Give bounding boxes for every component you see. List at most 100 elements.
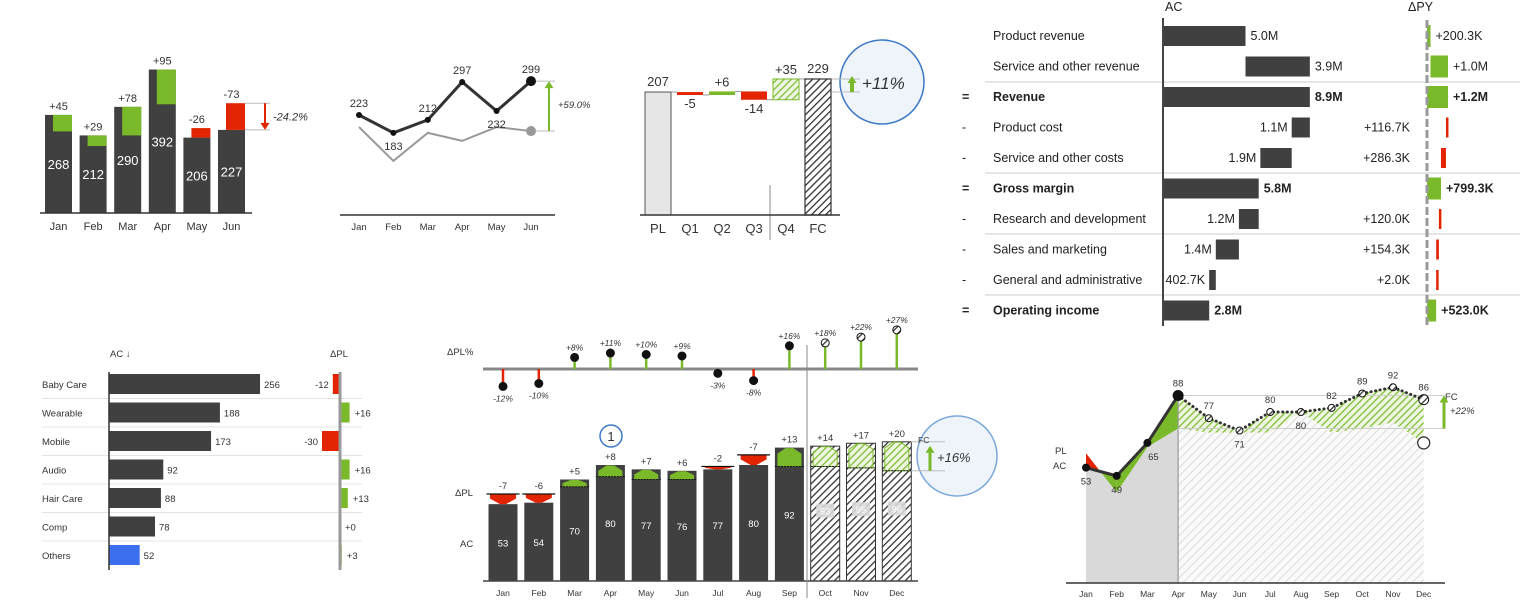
- ac-value-label: 2.8M: [1214, 304, 1242, 318]
- actual-point: [526, 76, 536, 87]
- actual-point: [1082, 463, 1090, 472]
- point-value-label: 65: [1148, 452, 1159, 463]
- month-label: Jun: [675, 588, 689, 598]
- bar-actual: [109, 516, 156, 537]
- bar-value-label: 229: [807, 61, 829, 76]
- delta-label: +3: [347, 551, 358, 562]
- waterfall-chart: 207 -5 +6 -14 +35 229 PL Q1 Q2 Q3 Q4 FC +11%: [640, 39, 925, 240]
- dpy-bar-positive: [1427, 299, 1437, 322]
- bar-value-label: 207: [647, 74, 669, 89]
- pin-label: -8%: [746, 388, 762, 398]
- dpy-bar-positive: [1427, 177, 1441, 200]
- point-value-label: 297: [453, 65, 471, 77]
- bar-value-label: 76: [677, 522, 688, 533]
- delta-bar-negative: [677, 92, 703, 96]
- actual-point: [424, 116, 431, 123]
- month-label: Feb: [1109, 589, 1124, 599]
- variance-annotation: +59.0%: [558, 100, 591, 111]
- pin-label: +18%: [814, 328, 836, 338]
- point-value-label: 80: [1296, 421, 1307, 432]
- pin-label: +9%: [673, 341, 691, 351]
- delta-shape-negative: [740, 454, 767, 465]
- delta-label: +7: [641, 456, 652, 467]
- ac-value-label: 1.2M: [1207, 212, 1235, 226]
- point-value-label: 223: [350, 98, 368, 110]
- ac-bar: [1163, 178, 1259, 199]
- delta-bar-positive: [53, 114, 72, 132]
- month-label: Jul: [712, 588, 723, 598]
- month-label: Mar: [567, 588, 582, 598]
- bar-value-label: 92: [784, 510, 795, 521]
- forecast-point: [1266, 408, 1275, 417]
- bar-actual: [109, 431, 212, 451]
- bar-actual: [183, 137, 211, 213]
- dpy-value-label: +286.3K: [1363, 151, 1411, 165]
- bar-value-label: 227: [221, 164, 243, 179]
- category-label: Comp: [42, 523, 67, 534]
- bar-value-label: 392: [151, 134, 173, 149]
- variance-area: [1178, 395, 1209, 433]
- delta-shape-positive: [634, 469, 659, 480]
- delta-label: +6: [715, 74, 730, 89]
- month-label: Jan: [1079, 589, 1093, 599]
- pin-head: [641, 350, 651, 359]
- pin-head: [856, 332, 866, 342]
- category-label: Q3: [745, 221, 762, 236]
- month-label: Aug: [746, 588, 761, 598]
- actual-point: [459, 78, 466, 85]
- plan-area-forecast: [1178, 412, 1424, 583]
- delta-bar-positive: [87, 135, 107, 147]
- delta-bar-positive: [340, 459, 350, 480]
- delta-shape-negative: [704, 466, 731, 470]
- actual-line: [358, 79, 532, 135]
- marker-circle: [599, 424, 623, 448]
- ac-bar: [1291, 117, 1310, 138]
- month-label: Mar: [420, 222, 436, 233]
- month-label: Dec: [1416, 589, 1432, 599]
- variance-area: [1362, 387, 1393, 429]
- point-value-label: 71: [1234, 440, 1245, 451]
- variance-annotation: +22%: [1450, 406, 1475, 417]
- month-label: Apr: [154, 221, 171, 233]
- bar-actual: [109, 402, 220, 423]
- dpy-value-label: +200.3K: [1436, 29, 1484, 43]
- ac-bar: [1163, 300, 1210, 321]
- delta-label: -12: [315, 380, 329, 391]
- variance-area: [1393, 387, 1424, 443]
- delta-bar-positive: [340, 488, 348, 508]
- actual-point: [493, 107, 500, 114]
- variance-annotation: +16%: [937, 450, 971, 465]
- delta-label: +29: [84, 121, 103, 133]
- point-value-label: 212: [419, 103, 437, 115]
- ac-value-label: 5.0M: [1251, 29, 1279, 43]
- month-label: Jan: [351, 222, 366, 233]
- up-arrow-head: [925, 445, 935, 453]
- forecast-point: [1389, 383, 1397, 392]
- row-label: General and administrative: [993, 273, 1142, 287]
- delta-bar-positive: [709, 91, 735, 96]
- delta-label: +0: [345, 523, 356, 534]
- row-prefix: -: [962, 212, 966, 226]
- delta-label: +20: [889, 429, 905, 440]
- month-label: Oct: [1356, 589, 1370, 599]
- delta-label: +17: [853, 430, 869, 441]
- highlight-circle: [916, 415, 998, 497]
- delta-bar-negative: [332, 374, 340, 394]
- down-arrow-head: [260, 122, 270, 130]
- column-header-ac: AC: [1165, 0, 1182, 14]
- delta-label: -26: [189, 114, 205, 126]
- dpy-value-label: +1.0M: [1453, 60, 1488, 74]
- ac-bar: [1215, 239, 1239, 260]
- month-label: Jan: [50, 221, 68, 233]
- category-label: Audio: [42, 466, 66, 477]
- row-label-ac: AC: [460, 539, 473, 550]
- value-label-box: [887, 501, 906, 516]
- bar-actual: [109, 374, 261, 394]
- month-label: Sep: [782, 588, 797, 598]
- ac-value-label: 402.7K: [1166, 273, 1206, 287]
- row-label-dpl: ΔPL: [455, 488, 473, 499]
- dpy-bar-positive: [1427, 86, 1448, 108]
- dpy-value-label: +120.0K: [1363, 212, 1411, 226]
- row-label: Sales and marketing: [993, 243, 1107, 257]
- pin-label: +16%: [778, 331, 800, 341]
